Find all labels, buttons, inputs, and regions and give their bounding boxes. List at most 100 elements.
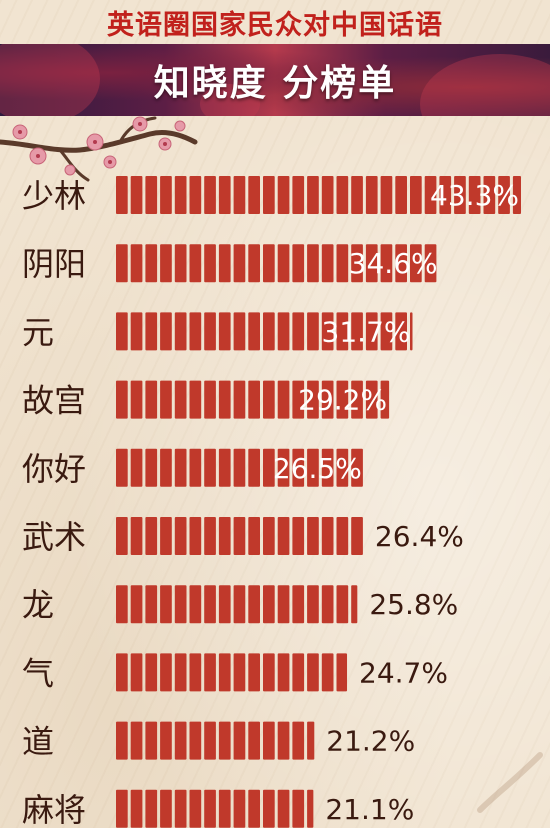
bar-segment (321, 176, 334, 214)
bar-segment (277, 585, 290, 624)
bar-segment (145, 448, 158, 487)
bar-segment (292, 653, 305, 692)
bar-segment (218, 448, 231, 487)
bar-segment (130, 789, 143, 828)
bar-segment (189, 244, 202, 283)
value-label: 25.8% (369, 588, 458, 621)
bar-segment (174, 789, 187, 828)
bar-segment (233, 585, 246, 624)
bar-segment (263, 176, 275, 214)
bar-segment (512, 176, 521, 214)
chart-subtitle: 知晓度 分榜单 (153, 63, 397, 104)
bar-segment (263, 789, 275, 828)
bar-segment (116, 789, 128, 828)
bar-segment (218, 312, 231, 351)
bar-segment (218, 380, 231, 419)
bar-segment (204, 176, 216, 214)
bar-segment (130, 653, 143, 692)
bar-segment (277, 176, 290, 214)
bar-segment (395, 244, 407, 283)
bar-segment (160, 312, 172, 351)
subtitle-banner (0, 44, 550, 116)
bar-segment (263, 312, 275, 351)
bar-segment (130, 517, 143, 555)
bar (116, 380, 390, 419)
bar-segment (263, 448, 275, 487)
bar-segment (218, 176, 231, 214)
bar-segment (160, 380, 172, 419)
bar (116, 789, 314, 828)
bar-segment (263, 653, 275, 692)
category-label: 道 (22, 723, 54, 761)
bar-segment (307, 721, 315, 760)
bar-segment (218, 721, 231, 760)
bar-segment (307, 585, 319, 624)
bar-segment (160, 244, 172, 283)
bar-segment (145, 517, 158, 555)
bar-row: 元 31.7% (22, 312, 413, 351)
bar-segment (277, 380, 290, 419)
bar-segment (321, 380, 334, 419)
value-label: 24.7% (359, 656, 448, 689)
bar-row: 你好 26.5% (22, 448, 363, 488)
chart-title: 英语圈国家民众对中国话语 (107, 9, 443, 41)
bar-segment (174, 585, 187, 624)
bar-segment (174, 244, 187, 283)
bar-segment (160, 448, 172, 487)
bar-segment (365, 312, 378, 351)
category-label: 阴阳 (22, 245, 86, 283)
bar-segment (336, 176, 349, 214)
bar-segment (292, 244, 305, 283)
bar-segment (160, 517, 172, 555)
bar-segment (145, 721, 158, 760)
bar-segment (233, 721, 246, 760)
bar-segment (277, 517, 290, 555)
bar-segment (248, 380, 260, 419)
bar-segment (145, 176, 158, 214)
bar-segment (204, 244, 216, 283)
category-label: 少林 (22, 177, 86, 215)
bar-segment (189, 789, 202, 828)
value-label: 43.3% (430, 179, 519, 212)
bar-segment (410, 312, 413, 351)
bar-segment (145, 653, 158, 692)
bar-segment (395, 312, 407, 351)
bar-row: 阴阳 34.6% (22, 244, 438, 283)
bar-row: 少林 43.3% (22, 176, 521, 215)
bar-segment (145, 380, 158, 419)
bar-segment (292, 380, 305, 419)
bar-segment (145, 789, 158, 828)
bar-segment (204, 789, 216, 828)
bar-segment (130, 721, 143, 760)
bar-segment (351, 244, 363, 283)
bar-segment (248, 244, 260, 283)
bar-segment (189, 312, 202, 351)
bar-segment (130, 176, 143, 214)
bar-segment (263, 721, 275, 760)
bar-segment (145, 585, 158, 624)
bar-segment (351, 517, 363, 555)
brush-stroke-decoration (477, 752, 543, 813)
bar-segment (233, 653, 246, 692)
value-label: 26.5% (273, 452, 362, 485)
category-label: 元 (22, 313, 54, 351)
bar-segment (321, 585, 334, 624)
bar-segment (248, 176, 260, 214)
value-label: 21.1% (325, 793, 414, 826)
category-label: 气 (22, 654, 54, 692)
bar-segment (307, 244, 319, 283)
bar-segment (336, 448, 349, 487)
bar-segment (321, 312, 334, 351)
bar-segment (189, 448, 202, 487)
category-label: 故宫 (22, 382, 86, 420)
bar-segment (336, 653, 348, 692)
plum-blossom-branch-icon (0, 116, 198, 182)
bar-segment (292, 789, 305, 828)
bar-segment (189, 380, 202, 419)
bar-segment (263, 517, 275, 555)
bar-segment (351, 312, 363, 351)
bar-segment (277, 721, 290, 760)
bar-segment (204, 721, 216, 760)
bar (116, 653, 348, 692)
